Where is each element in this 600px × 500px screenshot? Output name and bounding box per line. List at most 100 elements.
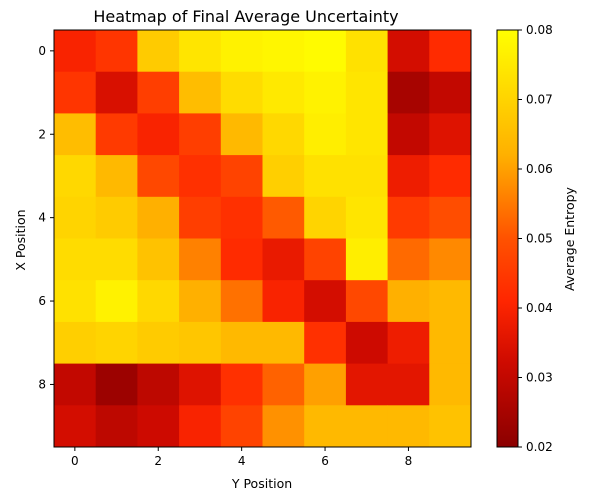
heatmap-cell-r4-c1 xyxy=(95,196,138,239)
heatmap-cell-r4-c9 xyxy=(429,196,472,239)
heatmap-cell-r1-c6 xyxy=(304,71,347,114)
heatmap-cell-r0-c0 xyxy=(54,30,97,73)
heatmap-cell-r6-c3 xyxy=(179,280,222,323)
heatmap-cell-r8-c6 xyxy=(304,363,347,406)
heatmap-cell-r2-c1 xyxy=(95,113,138,156)
heatmap-cell-r3-c6 xyxy=(304,155,347,198)
heatmap-cell-r5-c3 xyxy=(179,238,222,281)
heatmap-cell-r0-c6 xyxy=(304,30,347,73)
heatmap-cell-r7-c0 xyxy=(54,321,97,364)
heatmap-cell-r8-c5 xyxy=(262,363,305,406)
heatmap-cell-r3-c8 xyxy=(387,155,430,198)
heatmap-cell-r6-c9 xyxy=(429,280,472,323)
heatmap-cell-r9-c5 xyxy=(262,405,305,448)
heatmap-cell-r1-c1 xyxy=(95,71,138,114)
colorbar-tick-label: 0.03 xyxy=(526,371,553,385)
heatmap-cell-r9-c8 xyxy=(387,405,430,448)
heatmap-cell-r7-c4 xyxy=(220,321,263,364)
heatmap-cell-r7-c6 xyxy=(304,321,347,364)
heatmap-cell-r2-c9 xyxy=(429,113,472,156)
heatmap-cell-r3-c3 xyxy=(179,155,222,198)
heatmap-cell-r1-c7 xyxy=(345,71,388,114)
heatmap-cell-r5-c6 xyxy=(304,238,347,281)
heatmap-cell-r6-c8 xyxy=(387,280,430,323)
y-tick-label: 8 xyxy=(38,377,46,391)
x-tick-label: 0 xyxy=(71,454,79,468)
heatmap-cell-r3-c0 xyxy=(54,155,97,198)
colorbar-tick-label: 0.08 xyxy=(526,23,553,37)
heatmap-cell-r3-c9 xyxy=(429,155,472,198)
heatmap-cell-r1-c8 xyxy=(387,71,430,114)
heatmap-cell-r2-c0 xyxy=(54,113,97,156)
heatmap-cell-r1-c4 xyxy=(220,71,263,114)
heatmap-cell-r4-c2 xyxy=(137,196,180,239)
colorbar-ticks: 0.02 0.03 0.04 0.05 0.06 0.07 0.08 xyxy=(518,23,553,454)
heatmap-cell-r3-c2 xyxy=(137,155,180,198)
x-tick-label: 4 xyxy=(238,454,246,468)
heatmap-cell-r6-c1 xyxy=(95,280,138,323)
chart-title: Heatmap of Final Average Uncertainty xyxy=(93,7,398,26)
y-tick-label: 2 xyxy=(38,127,46,141)
heatmap-cell-r3-c1 xyxy=(95,155,138,198)
heatmap-cell-r2-c4 xyxy=(220,113,263,156)
heatmap-cell-r9-c6 xyxy=(304,405,347,448)
heatmap-cell-r0-c4 xyxy=(220,30,263,73)
heatmap-cell-r2-c5 xyxy=(262,113,305,156)
heatmap-cell-r1-c5 xyxy=(262,71,305,114)
colorbar xyxy=(496,29,519,448)
heatmap-cell-r6-c4 xyxy=(220,280,263,323)
heatmap-cell-r8-c1 xyxy=(95,363,138,406)
heatmap-cell-r2-c6 xyxy=(304,113,347,156)
heatmap-cell-r8-c0 xyxy=(54,363,97,406)
heatmap-cell-r7-c3 xyxy=(179,321,222,364)
heatmap-cell-r5-c1 xyxy=(95,238,138,281)
heatmap-cell-r0-c8 xyxy=(387,30,430,73)
heatmap-cell-r7-c7 xyxy=(345,321,388,364)
heatmap-cell-r9-c0 xyxy=(54,405,97,448)
colorbar-tick-label: 0.05 xyxy=(526,232,553,246)
heatmap-cell-r4-c0 xyxy=(54,196,97,239)
y-tick-label: 4 xyxy=(38,211,46,225)
heatmap-cell-r9-c9 xyxy=(429,405,472,448)
heatmap-cell-r0-c5 xyxy=(262,30,305,73)
heatmap-cell-r8-c9 xyxy=(429,363,472,406)
heatmap-cell-r5-c5 xyxy=(262,238,305,281)
heatmap-cell-r4-c4 xyxy=(220,196,263,239)
heatmap-cell-r8-c3 xyxy=(179,363,222,406)
colorbar-tick-label: 0.02 xyxy=(526,440,553,454)
x-axis-label: Y Position xyxy=(231,476,292,491)
y-tick-label: 6 xyxy=(38,294,46,308)
heatmap-cell-r6-c6 xyxy=(304,280,347,323)
heatmap-cell-r4-c3 xyxy=(179,196,222,239)
heatmap-cell-r7-c1 xyxy=(95,321,138,364)
plot-frame xyxy=(53,29,472,448)
heatmap-cell-r9-c4 xyxy=(220,405,263,448)
heatmap-cell-r5-c4 xyxy=(220,238,263,281)
heatmap-cell-r5-c7 xyxy=(345,238,388,281)
heatmap-cell-r4-c5 xyxy=(262,196,305,239)
heatmap-cell-r4-c8 xyxy=(387,196,430,239)
heatmap-cell-r2-c7 xyxy=(345,113,388,156)
heatmap-cell-r8-c2 xyxy=(137,363,180,406)
x-tick-label: 6 xyxy=(321,454,329,468)
heatmap-cell-r0-c1 xyxy=(95,30,138,73)
colorbar-tick-label: 0.04 xyxy=(526,301,553,315)
heatmap-cell-r8-c8 xyxy=(387,363,430,406)
heatmap-cells xyxy=(54,30,472,448)
heatmap-cell-r9-c3 xyxy=(179,405,222,448)
heatmap-cell-r3-c5 xyxy=(262,155,305,198)
heatmap-cell-r6-c2 xyxy=(137,280,180,323)
heatmap-cell-r8-c4 xyxy=(220,363,263,406)
heatmap-cell-r7-c2 xyxy=(137,321,180,364)
heatmap-cell-r1-c3 xyxy=(179,71,222,114)
heatmap-cell-r9-c2 xyxy=(137,405,180,448)
heatmap-cell-r7-c5 xyxy=(262,321,305,364)
heatmap-cell-r7-c8 xyxy=(387,321,430,364)
colorbar-tick-label: 0.07 xyxy=(526,93,553,107)
heatmap-cell-r6-c7 xyxy=(345,280,388,323)
heatmap-cell-r0-c3 xyxy=(179,30,222,73)
heatmap-cell-r5-c8 xyxy=(387,238,430,281)
heatmap-cell-r0-c9 xyxy=(429,30,472,73)
heatmap-cell-r1-c0 xyxy=(54,71,97,114)
